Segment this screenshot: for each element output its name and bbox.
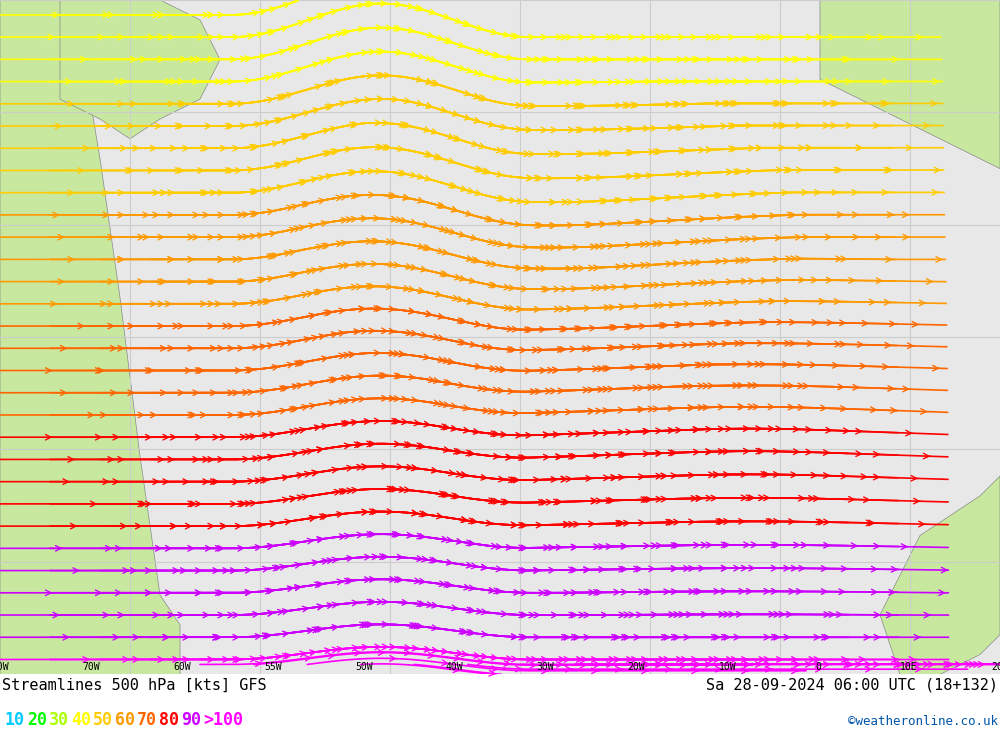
Text: 80: 80	[159, 711, 179, 729]
Text: 70: 70	[137, 711, 157, 729]
Polygon shape	[60, 0, 220, 139]
Text: 60: 60	[115, 711, 135, 729]
Text: 20E: 20E	[991, 663, 1000, 672]
Text: 0: 0	[815, 663, 821, 672]
Text: ©weatheronline.co.uk: ©weatheronline.co.uk	[848, 715, 998, 728]
Text: 10E: 10E	[900, 663, 918, 672]
Text: Sa 28-09-2024 06:00 UTC (18+132): Sa 28-09-2024 06:00 UTC (18+132)	[706, 677, 998, 693]
Text: 50: 50	[93, 711, 113, 729]
Text: 10: 10	[5, 711, 25, 729]
Text: 60W: 60W	[173, 663, 191, 672]
Text: 55W: 55W	[264, 663, 282, 672]
Text: 20: 20	[27, 711, 47, 729]
Text: 10W: 10W	[718, 663, 736, 672]
Text: 40W: 40W	[446, 663, 463, 672]
Text: 90: 90	[181, 711, 201, 729]
Text: 80W: 80W	[0, 663, 9, 672]
Text: 20W: 20W	[628, 663, 645, 672]
Text: 30: 30	[49, 711, 69, 729]
Polygon shape	[880, 476, 1000, 674]
Text: 30W: 30W	[537, 663, 554, 672]
Text: >100: >100	[203, 711, 243, 729]
Text: 70W: 70W	[82, 663, 100, 672]
Polygon shape	[820, 0, 1000, 169]
Polygon shape	[0, 0, 180, 674]
Text: 40: 40	[71, 711, 91, 729]
Text: Streamlines 500 hPa [kts] GFS: Streamlines 500 hPa [kts] GFS	[2, 677, 267, 693]
Text: 50W: 50W	[355, 663, 372, 672]
